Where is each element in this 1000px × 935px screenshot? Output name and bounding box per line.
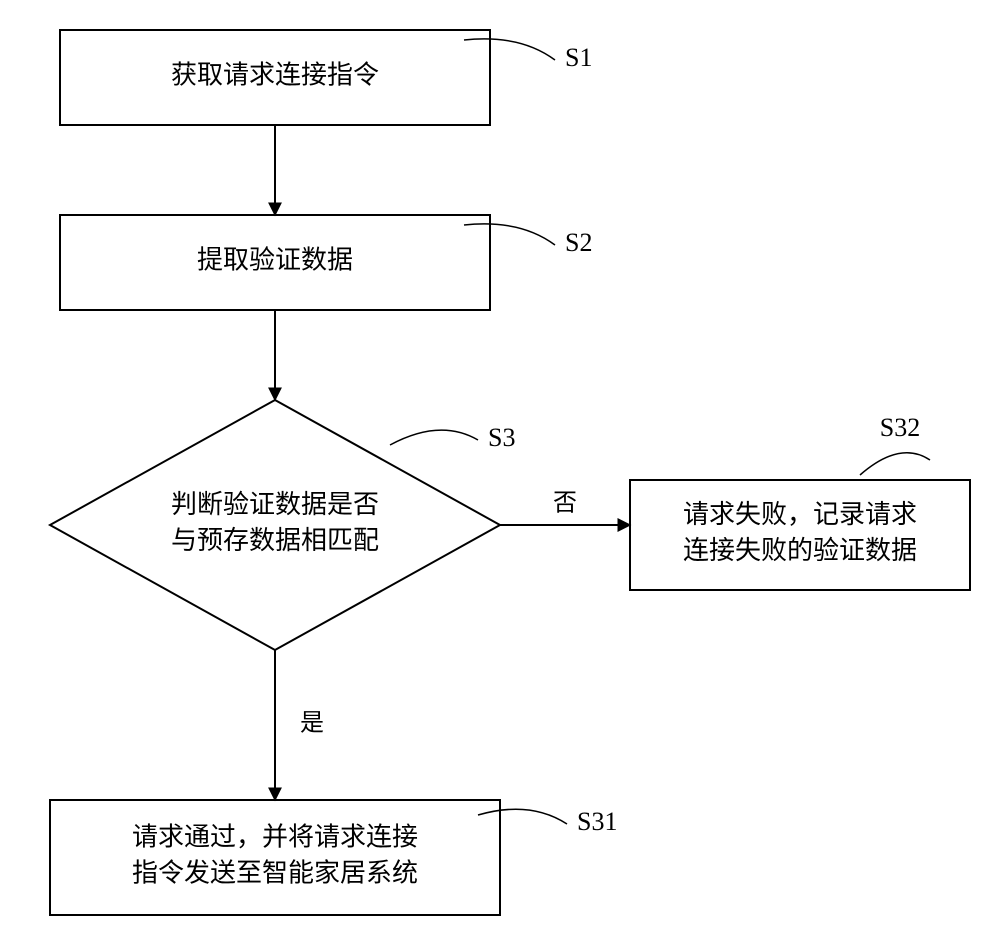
node-s2: 提取验证数据 <box>60 215 490 310</box>
node-s3-text-1: 判断验证数据是否 <box>171 490 379 519</box>
node-s1: 获取请求连接指令 <box>60 30 490 125</box>
node-s32-text-1: 请求失败，记录请求 <box>683 500 917 529</box>
node-s31: 请求通过，并将请求连接 指令发送至智能家居系统 <box>50 800 500 915</box>
node-s3-text-2: 与预存数据相匹配 <box>171 526 379 555</box>
edge-label-3: 否 <box>553 491 577 517</box>
node-s31-text-1: 请求通过，并将请求连接 <box>132 822 418 851</box>
node-s3: 判断验证数据是否 与预存数据相匹配 <box>50 400 500 650</box>
node-s31-text-2: 指令发送至智能家居系统 <box>132 858 418 887</box>
callout-s2-label: S2 <box>565 228 592 257</box>
callout-s32-label: S32 <box>880 413 920 442</box>
callout-s3-path <box>390 430 478 445</box>
node-s1-text: 获取请求连接指令 <box>171 60 379 89</box>
callout-s1-label: S1 <box>565 43 592 72</box>
node-s2-text: 提取验证数据 <box>197 245 353 274</box>
callout-s32: S32 <box>860 413 930 475</box>
callout-s32-path <box>860 453 930 475</box>
node-s32: 请求失败，记录请求 连接失败的验证数据 <box>630 480 970 590</box>
edge-label-2: 是 <box>300 711 324 737</box>
callout-s3: S3 <box>390 423 515 452</box>
callout-s3-label: S3 <box>488 423 515 452</box>
callout-s31-label: S31 <box>577 807 617 836</box>
flowchart-canvas: 获取请求连接指令 S1 提取验证数据 S2 判断验证数据是否 与预存数据相匹配 … <box>0 0 1000 935</box>
node-s32-text-2: 连接失败的验证数据 <box>683 536 917 565</box>
